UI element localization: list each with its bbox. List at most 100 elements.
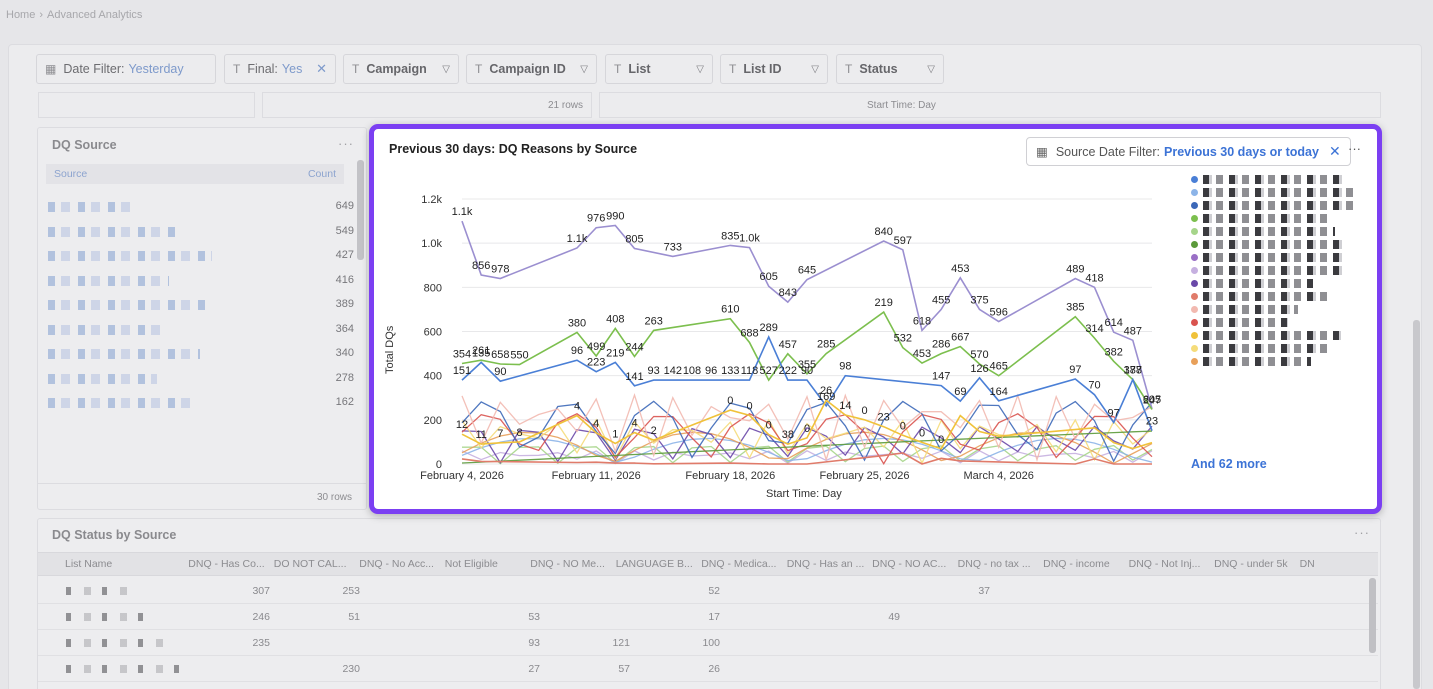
- breadcrumb-current: Advanced Analytics: [47, 9, 143, 21]
- column-header[interactable]: DNQ - income: [1043, 558, 1110, 570]
- legend-label-redacted: [1203, 266, 1343, 275]
- column-header[interactable]: DNQ - Medica...: [701, 558, 777, 570]
- legend-label-redacted: [1203, 227, 1335, 236]
- legend-item[interactable]: [1191, 329, 1366, 342]
- legend-item[interactable]: [1191, 316, 1366, 329]
- column-header[interactable]: DNQ - under 5k: [1214, 558, 1288, 570]
- table-row[interactable]: 246 51 53 17 49: [38, 604, 1378, 630]
- data-label: 596: [989, 307, 1007, 319]
- list-filter-label: List: [628, 62, 651, 76]
- legend-item[interactable]: [1191, 303, 1366, 316]
- source-date-filter[interactable]: ▦ Source Date Filter: Previous 30 days o…: [1026, 137, 1351, 166]
- legend-item[interactable]: [1191, 199, 1366, 212]
- legend-item[interactable]: [1191, 355, 1366, 368]
- date-filter[interactable]: ▦ Date Filter: Yesterday: [36, 54, 216, 84]
- table-cell: 307: [252, 585, 270, 597]
- campaign-filter[interactable]: T Campaign ▽: [343, 54, 459, 84]
- y-tick-label: 200: [424, 415, 442, 427]
- column-header[interactable]: Not Eligible: [444, 558, 498, 570]
- status-filter[interactable]: T Status ▽: [836, 54, 944, 84]
- data-label: 614: [1104, 317, 1122, 329]
- legend-swatch: [1191, 306, 1198, 313]
- data-label: 0: [766, 420, 772, 432]
- data-label: 4: [593, 418, 599, 430]
- column-header[interactable]: DNQ - no tax ...: [957, 558, 1031, 570]
- column-header[interactable]: DNQ - Not Inj...: [1128, 558, 1201, 570]
- series-line: [461, 450, 1153, 465]
- legend-item[interactable]: [1191, 186, 1366, 199]
- data-label: 93: [648, 365, 660, 377]
- column-header[interactable]: DNQ - NO Me...: [530, 558, 605, 570]
- more-icon[interactable]: ···: [1348, 141, 1361, 156]
- x-tick-label: February 18, 2026: [685, 470, 775, 482]
- table-row[interactable]: 389: [38, 293, 368, 317]
- breadcrumb-home[interactable]: Home: [6, 9, 36, 21]
- list-id-filter[interactable]: T List ID ▽: [720, 54, 828, 84]
- legend-label-redacted: [1203, 214, 1331, 223]
- more-icon[interactable]: ···: [1354, 525, 1370, 540]
- column-header[interactable]: List Name: [65, 558, 113, 570]
- series-line: [461, 413, 1153, 465]
- campaign-id-filter[interactable]: T Campaign ID ▽: [466, 54, 597, 84]
- legend-item[interactable]: [1191, 264, 1366, 277]
- list-filter[interactable]: T List ▽: [605, 54, 713, 84]
- table-cell: 93: [528, 637, 540, 649]
- column-header[interactable]: DO NOT CAL...: [273, 558, 347, 570]
- legend-item[interactable]: [1191, 251, 1366, 264]
- series-line: [461, 452, 1152, 465]
- series-line: [461, 437, 1153, 463]
- legend-label-redacted: [1203, 253, 1343, 262]
- legend-item[interactable]: [1191, 225, 1366, 238]
- data-label: 147: [932, 371, 950, 383]
- scrollbar[interactable]: [1369, 578, 1376, 653]
- more-icon[interactable]: ···: [338, 136, 354, 151]
- final-filter[interactable]: T Final: Yes ✕: [224, 54, 336, 84]
- column-header-source[interactable]: Source: [54, 168, 88, 180]
- table-row[interactable]: 278: [38, 367, 368, 391]
- table-row[interactable]: 364: [38, 318, 368, 342]
- y-tick-label: 400: [424, 371, 442, 383]
- legend-item[interactable]: [1191, 290, 1366, 303]
- scrollbar[interactable]: [357, 160, 364, 260]
- source-name-redacted: [48, 398, 194, 408]
- table-row[interactable]: 340: [38, 342, 368, 366]
- data-label: 618: [913, 315, 931, 327]
- legend-item[interactable]: [1191, 238, 1366, 251]
- column-header-count[interactable]: Count: [307, 168, 336, 180]
- table-cell: 17: [708, 611, 720, 623]
- data-label: 97: [1108, 407, 1120, 419]
- legend-item[interactable]: [1191, 212, 1366, 225]
- legend-item[interactable]: [1191, 173, 1366, 186]
- legend-item[interactable]: [1191, 342, 1366, 355]
- clear-filter-icon[interactable]: ✕: [316, 61, 327, 76]
- table-row[interactable]: 162: [38, 391, 368, 415]
- table-row[interactable]: 649: [38, 195, 368, 219]
- table-row[interactable]: 549: [38, 220, 368, 244]
- legend-more-link[interactable]: And 62 more: [1191, 457, 1267, 471]
- legend-swatch: [1191, 267, 1198, 274]
- column-header[interactable]: DNQ - Has an ...: [786, 558, 865, 570]
- campaign-filter-label: Campaign: [366, 62, 427, 76]
- count-cell: 427: [335, 249, 354, 261]
- y-tick-label: 1.0k: [421, 238, 442, 250]
- clear-filter-icon[interactable]: ✕: [1328, 143, 1341, 159]
- column-header[interactable]: DNQ - Has Co...: [188, 558, 265, 570]
- legend-swatch: [1191, 228, 1198, 235]
- data-label: 0: [727, 395, 733, 407]
- column-header[interactable]: DN: [1299, 558, 1315, 570]
- table-row[interactable]: 427: [38, 244, 368, 268]
- table-row[interactable]: 230 27 57 26: [38, 656, 1378, 682]
- column-header[interactable]: DNQ - NO AC...: [872, 558, 947, 570]
- table-row[interactable]: 416: [38, 269, 368, 293]
- data-label: 840: [874, 226, 892, 238]
- page-scrollbar[interactable]: [1413, 320, 1420, 689]
- legend-swatch: [1191, 241, 1198, 248]
- count-cell: 364: [335, 322, 354, 335]
- count-cell: 162: [335, 396, 354, 408]
- column-header[interactable]: LANGUAGE B...: [615, 558, 693, 570]
- column-header[interactable]: DNQ - No Acc...: [359, 558, 434, 570]
- x-tick-label: February 11, 2026: [552, 470, 641, 482]
- table-row[interactable]: 307 253 52 37: [38, 578, 1378, 604]
- table-row[interactable]: 235 93 121 100: [38, 630, 1378, 656]
- legend-item[interactable]: [1191, 277, 1366, 290]
